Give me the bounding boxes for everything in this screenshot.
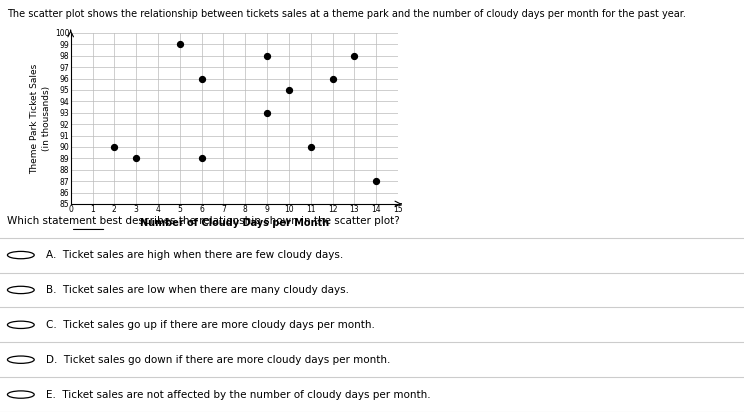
Text: D.  Ticket sales go down if there are more cloudy days per month.: D. Ticket sales go down if there are mor… xyxy=(46,355,391,365)
Point xyxy=(283,87,295,93)
Point xyxy=(196,75,208,82)
Point xyxy=(130,155,142,162)
Text: Which statement best describes the relationship shown in the scatter plot?: Which statement best describes the relat… xyxy=(7,216,400,226)
Point xyxy=(327,75,339,82)
Point xyxy=(371,178,382,185)
Y-axis label: Theme Park Ticket Sales
(in thousands): Theme Park Ticket Sales (in thousands) xyxy=(30,63,51,173)
Point xyxy=(174,41,186,48)
Text: E.  Ticket sales are not affected by the number of cloudy days per month.: E. Ticket sales are not affected by the … xyxy=(46,390,431,400)
Point xyxy=(261,52,273,59)
Text: C.  Ticket sales go up if there are more cloudy days per month.: C. Ticket sales go up if there are more … xyxy=(46,320,375,330)
Point xyxy=(305,144,317,150)
Point xyxy=(348,52,360,59)
Text: A.  Ticket sales are high when there are few cloudy days.: A. Ticket sales are high when there are … xyxy=(46,250,344,260)
X-axis label: Number of Cloudy Days per Month: Number of Cloudy Days per Month xyxy=(140,218,329,229)
Point xyxy=(261,110,273,116)
Point xyxy=(109,144,121,150)
Text: B.  Ticket sales are low when there are many cloudy days.: B. Ticket sales are low when there are m… xyxy=(46,285,349,295)
Point xyxy=(196,155,208,162)
Text: The scatter plot shows the relationship between tickets sales at a theme park an: The scatter plot shows the relationship … xyxy=(7,9,686,19)
